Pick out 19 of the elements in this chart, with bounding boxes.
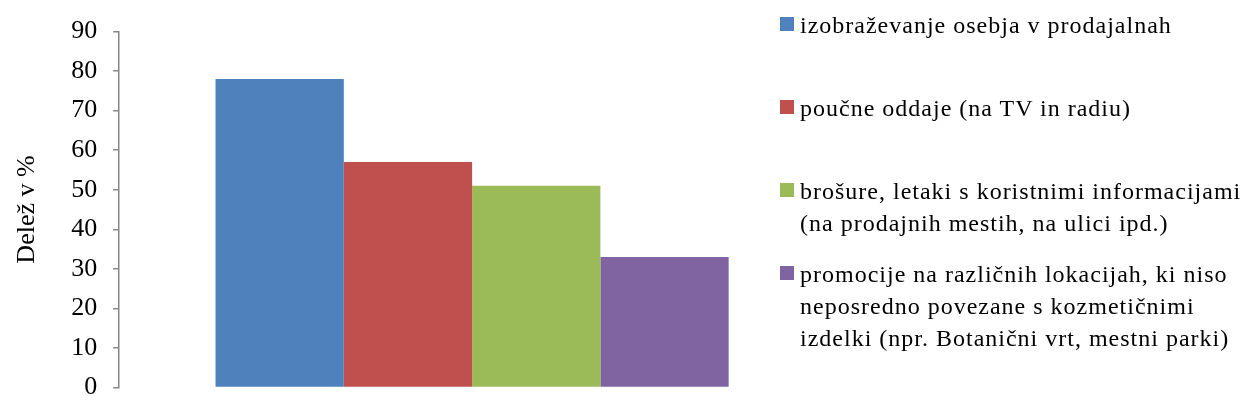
y-tick-label: 70 <box>71 94 98 124</box>
legend-label: promocije na različnih lokacijah, ki niso neposredno povezane s kozmetičnimi izdelki (npr. Botanični vrt, mestni parki) <box>800 260 1231 353</box>
bar <box>600 256 729 387</box>
bar <box>472 185 601 387</box>
legend-label: izobraževanje osebja v prodajalnah <box>800 11 1173 40</box>
y-tick-label: 50 <box>71 173 98 203</box>
bar <box>215 79 344 387</box>
y-tick-label: 20 <box>71 292 98 322</box>
y-tick-label: 80 <box>71 54 98 84</box>
legend-label: brošure, letaki s koristnimi informacijami (na prodajnih mestih, na ulici ipd.) <box>800 177 1243 238</box>
legend-label: poučne oddaje (na TV in radiu) <box>800 94 1133 123</box>
y-tick-label: 90 <box>71 15 98 45</box>
y-tick-label: 40 <box>71 213 98 243</box>
bar <box>343 162 473 387</box>
y-tick-label: 0 <box>84 371 98 401</box>
y-tick-label: 60 <box>71 134 98 164</box>
y-axis-title: Delež v % <box>11 155 41 264</box>
y-tick-label: 30 <box>71 252 98 282</box>
y-tick-label: 10 <box>71 331 98 361</box>
